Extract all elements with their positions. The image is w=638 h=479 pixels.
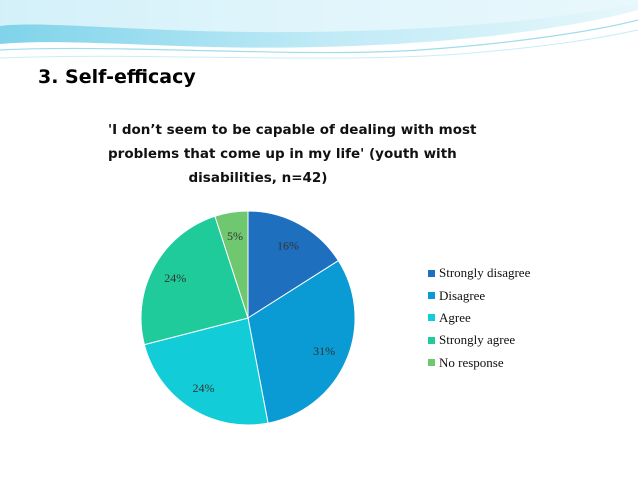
data-label: 24% (193, 381, 215, 395)
pie-slice-strongly-disagree (247, 210, 340, 319)
legend-label: Agree (439, 309, 471, 325)
chart-title: 'I don’t seem to be capable of dealing w… (108, 118, 477, 190)
legend-swatch (428, 336, 435, 344)
data-label: 31% (313, 344, 335, 358)
data-label: 5% (227, 229, 243, 243)
chart-title-line: disabilities, n=42) (188, 170, 328, 186)
chart-legend: Strongly disagree Disagree Agree Strongly a… (428, 262, 530, 374)
legend-label: Strongly disagree (439, 265, 531, 281)
pie-slice-disagree (247, 259, 356, 424)
legend-item: Agree (428, 307, 530, 329)
pie-slice-agree (143, 317, 269, 426)
chart-title-line: problems that come up in my life' (youth… (108, 146, 457, 162)
chart-title-line: 'I don’t seem to be capable of dealing w… (108, 122, 477, 138)
slide-heading: 3. Self-efficacy (38, 66, 196, 88)
legend-label: No response (439, 354, 504, 370)
legend-label: Strongly agree (439, 332, 516, 348)
legend-swatch (428, 292, 435, 300)
pie-slice-no-response (214, 210, 249, 319)
legend-swatch (428, 359, 435, 367)
legend-item: Strongly disagree (428, 262, 530, 284)
legend-swatch (428, 269, 435, 277)
data-label: 16% (277, 238, 299, 252)
legend-item: Strongly agree (428, 329, 530, 351)
legend-item: No response (428, 352, 530, 374)
pie-slice-strongly-agree (140, 215, 249, 346)
data-label: 24% (164, 271, 186, 285)
legend-swatch (428, 314, 435, 322)
legend-label: Disagree (439, 287, 486, 303)
legend-item: Disagree (428, 284, 530, 306)
